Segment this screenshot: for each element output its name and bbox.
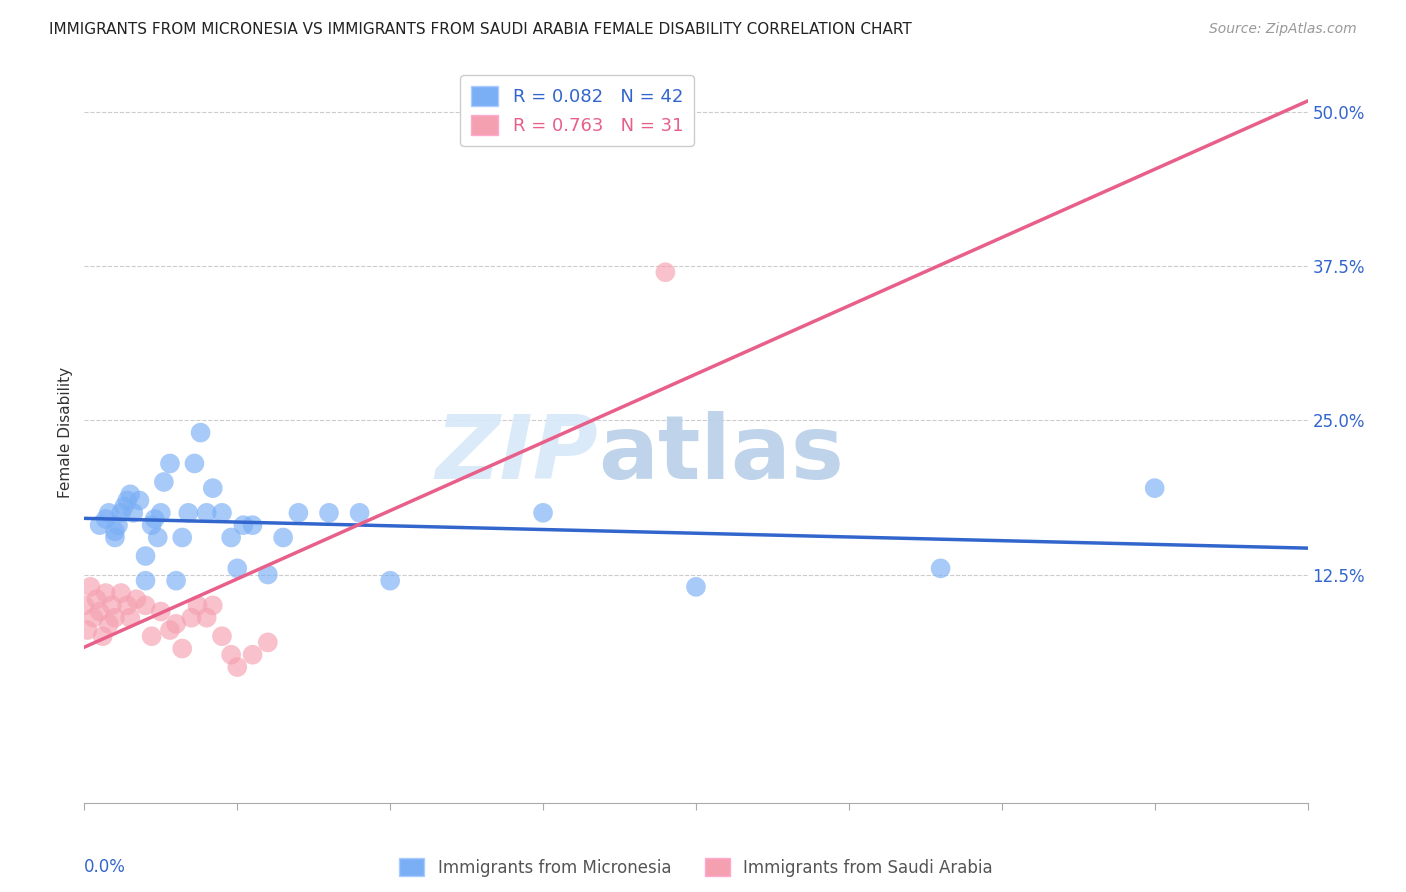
Point [79, 580, 101, 594]
Point [1143, 481, 1166, 495]
Point [125, 592, 148, 607]
Point [122, 506, 145, 520]
Point [195, 611, 218, 625]
Point [159, 623, 181, 637]
Point [97, 616, 120, 631]
Point [104, 524, 127, 539]
Point [165, 616, 187, 631]
Point [115, 599, 138, 613]
Text: Source: ZipAtlas.com: Source: ZipAtlas.com [1209, 22, 1357, 37]
Point [143, 512, 166, 526]
Legend: Immigrants from Micronesia, Immigrants from Saudi Arabia: Immigrants from Micronesia, Immigrants f… [392, 852, 1000, 883]
Point [115, 493, 138, 508]
Point [186, 599, 208, 613]
Point [110, 586, 132, 600]
Point [112, 500, 135, 514]
Point [219, 531, 242, 545]
Point [120, 611, 142, 625]
Point [201, 599, 224, 613]
Point [135, 574, 157, 588]
Point [101, 599, 124, 613]
Point [83, 611, 105, 625]
Point [211, 506, 233, 520]
Point [135, 599, 157, 613]
Point [91, 629, 114, 643]
Y-axis label: Female Disability: Female Disability [58, 367, 73, 499]
Point [94, 512, 117, 526]
Point [172, 641, 194, 656]
Point [149, 506, 172, 520]
Point [257, 567, 280, 582]
Point [190, 425, 212, 440]
Point [654, 265, 676, 279]
Point [349, 506, 371, 520]
Point [94, 586, 117, 600]
Text: ZIP: ZIP [436, 411, 598, 499]
Point [211, 629, 233, 643]
Point [195, 506, 218, 520]
Point [257, 635, 280, 649]
Point [149, 605, 172, 619]
Point [271, 531, 294, 545]
Point [153, 475, 176, 489]
Point [73, 599, 96, 613]
Point [107, 518, 129, 533]
Point [120, 487, 142, 501]
Point [232, 518, 254, 533]
Point [97, 506, 120, 520]
Point [89, 605, 111, 619]
Point [226, 561, 249, 575]
Point [177, 506, 200, 520]
Point [141, 629, 163, 643]
Point [104, 611, 127, 625]
Point [128, 493, 150, 508]
Point [180, 611, 202, 625]
Point [135, 549, 157, 563]
Point [242, 518, 264, 533]
Point [201, 481, 224, 495]
Point [685, 580, 707, 594]
Point [183, 457, 205, 471]
Point [380, 574, 402, 588]
Text: 0.0%: 0.0% [84, 858, 127, 876]
Text: atlas: atlas [598, 411, 844, 499]
Point [172, 531, 194, 545]
Point [89, 518, 111, 533]
Point [110, 506, 132, 520]
Point [86, 592, 108, 607]
Point [76, 623, 98, 637]
Point [219, 648, 242, 662]
Point [318, 506, 340, 520]
Point [146, 531, 169, 545]
Text: IMMIGRANTS FROM MICRONESIA VS IMMIGRANTS FROM SAUDI ARABIA FEMALE DISABILITY COR: IMMIGRANTS FROM MICRONESIA VS IMMIGRANTS… [49, 22, 912, 37]
Point [287, 506, 309, 520]
Point [165, 574, 187, 588]
Point [531, 506, 554, 520]
Point [104, 531, 127, 545]
Point [929, 561, 952, 575]
Point [242, 648, 264, 662]
Point [226, 660, 249, 674]
Point [141, 518, 163, 533]
Point [159, 457, 181, 471]
